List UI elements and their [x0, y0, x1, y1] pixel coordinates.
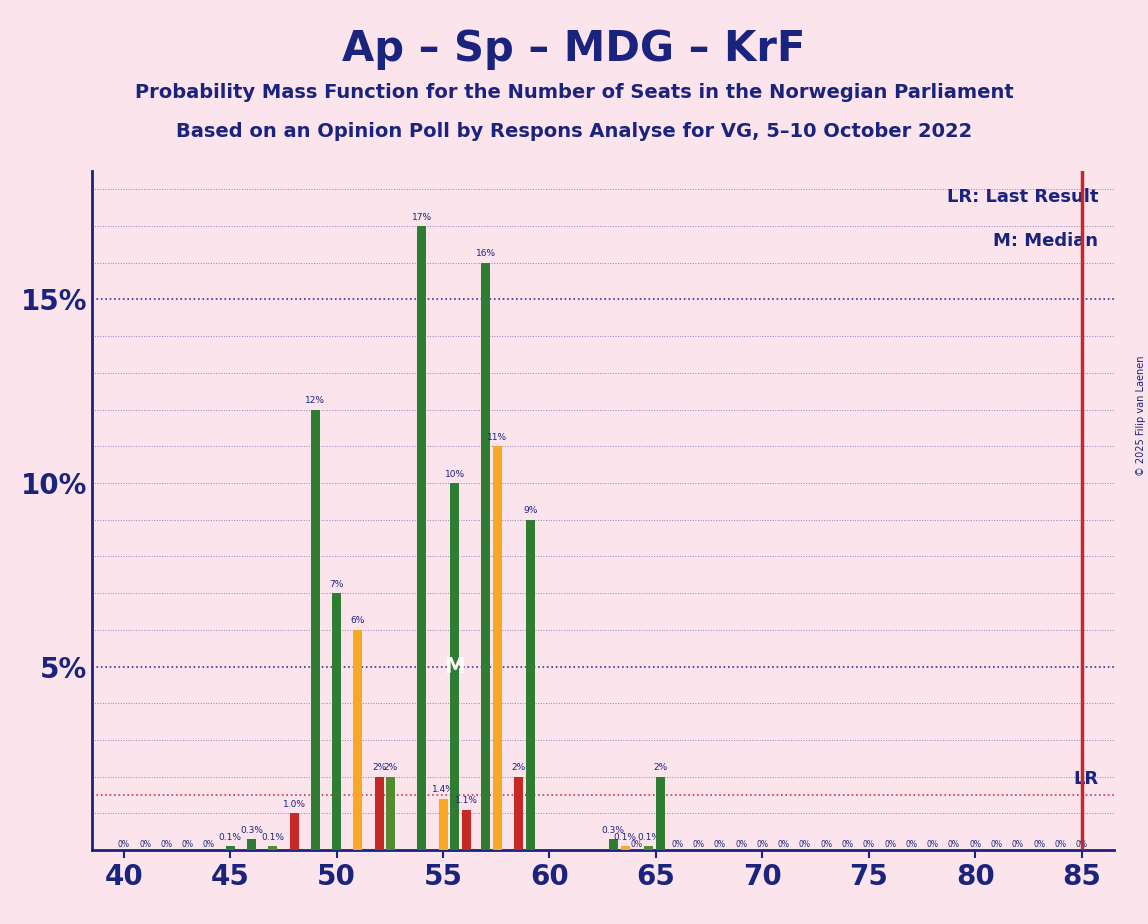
- Text: 0%: 0%: [181, 840, 194, 848]
- Text: Probability Mass Function for the Number of Seats in the Norwegian Parliament: Probability Mass Function for the Number…: [134, 83, 1014, 103]
- Bar: [608, 839, 618, 850]
- Bar: [514, 777, 523, 850]
- Text: LR: Last Result: LR: Last Result: [947, 188, 1099, 206]
- Bar: [332, 593, 341, 850]
- Bar: [226, 846, 234, 850]
- Text: 0%: 0%: [969, 840, 982, 848]
- Bar: [492, 446, 502, 850]
- Bar: [374, 777, 383, 850]
- Text: 0%: 0%: [841, 840, 853, 848]
- Text: 11%: 11%: [487, 432, 507, 442]
- Text: 0.1%: 0.1%: [219, 833, 242, 842]
- Text: 0%: 0%: [820, 840, 832, 848]
- Text: 0%: 0%: [926, 840, 939, 848]
- Text: 0%: 0%: [991, 840, 1002, 848]
- Bar: [644, 846, 653, 850]
- Bar: [311, 409, 320, 850]
- Text: 0%: 0%: [948, 840, 960, 848]
- Text: 0.1%: 0.1%: [637, 833, 660, 842]
- Text: 9%: 9%: [523, 506, 537, 516]
- Bar: [450, 483, 459, 850]
- Text: 0%: 0%: [161, 840, 172, 848]
- Text: 0%: 0%: [799, 840, 810, 848]
- Text: 0%: 0%: [118, 840, 130, 848]
- Text: 0.3%: 0.3%: [240, 826, 263, 834]
- Text: 0%: 0%: [1076, 840, 1087, 848]
- Text: 0.3%: 0.3%: [602, 826, 625, 834]
- Text: 1.0%: 1.0%: [282, 800, 305, 809]
- Text: 0%: 0%: [1054, 840, 1066, 848]
- Text: 0%: 0%: [863, 840, 875, 848]
- Bar: [439, 798, 448, 850]
- Text: 0.1%: 0.1%: [262, 833, 285, 842]
- Text: M: M: [444, 657, 465, 676]
- Text: 16%: 16%: [475, 249, 496, 259]
- Text: 1.4%: 1.4%: [432, 785, 455, 795]
- Text: 0%: 0%: [692, 840, 705, 848]
- Bar: [526, 519, 535, 850]
- Text: Ap – Sp – MDG – KrF: Ap – Sp – MDG – KrF: [342, 28, 806, 69]
- Bar: [387, 777, 395, 850]
- Text: 0%: 0%: [1033, 840, 1045, 848]
- Text: 1.1%: 1.1%: [455, 796, 478, 806]
- Text: 2%: 2%: [383, 763, 398, 772]
- Text: 0%: 0%: [906, 840, 917, 848]
- Text: 2%: 2%: [512, 763, 526, 772]
- Text: 0%: 0%: [757, 840, 768, 848]
- Bar: [461, 809, 471, 850]
- Text: 6%: 6%: [351, 616, 365, 626]
- Text: M: Median: M: Median: [993, 232, 1099, 250]
- Bar: [269, 846, 277, 850]
- Text: 0%: 0%: [203, 840, 215, 848]
- Text: 2%: 2%: [653, 763, 667, 772]
- Bar: [247, 839, 256, 850]
- Text: LR: LR: [1073, 771, 1099, 788]
- Text: 0%: 0%: [735, 840, 747, 848]
- Text: 7%: 7%: [329, 579, 343, 589]
- Text: 0%: 0%: [139, 840, 152, 848]
- Text: 2%: 2%: [372, 763, 387, 772]
- Text: 0%: 0%: [672, 840, 683, 848]
- Text: 0%: 0%: [714, 840, 726, 848]
- Text: 0%: 0%: [1011, 840, 1024, 848]
- Text: 10%: 10%: [444, 469, 465, 479]
- Text: 0%: 0%: [777, 840, 790, 848]
- Bar: [621, 846, 629, 850]
- Text: © 2025 Filip van Laenen: © 2025 Filip van Laenen: [1135, 356, 1146, 476]
- Text: 0.1%: 0.1%: [613, 833, 636, 842]
- Bar: [481, 262, 490, 850]
- Text: 0%: 0%: [630, 840, 643, 848]
- Bar: [354, 630, 363, 850]
- Text: 0%: 0%: [884, 840, 897, 848]
- Text: Based on an Opinion Poll by Respons Analyse for VG, 5–10 October 2022: Based on an Opinion Poll by Respons Anal…: [176, 122, 972, 141]
- Text: 17%: 17%: [412, 213, 432, 222]
- Bar: [289, 813, 298, 850]
- Text: 12%: 12%: [305, 396, 325, 405]
- Bar: [418, 226, 426, 850]
- Bar: [656, 777, 665, 850]
